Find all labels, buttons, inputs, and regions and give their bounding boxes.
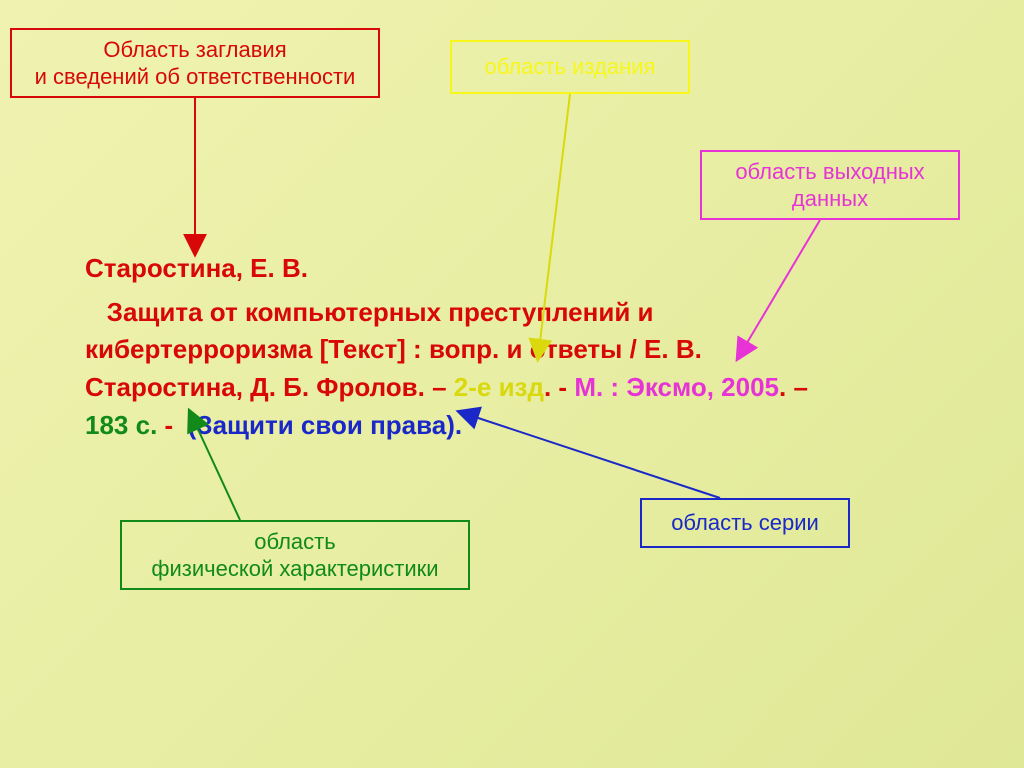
citation-author-heading: Старостина, Е. В. — [85, 250, 825, 288]
box-title-l2: и сведений об ответственности — [35, 64, 356, 89]
box-imprint-l2: данных — [792, 186, 868, 211]
box-imprint-area: область выходных данных — [700, 150, 960, 220]
box-series-area: область серии — [640, 498, 850, 548]
box-imprint-l1: область выходных — [735, 159, 924, 184]
citation-body: Защита от компьютерных преступлений и ки… — [85, 294, 825, 445]
box-edition-text: область издания — [485, 53, 656, 81]
bibliographic-citation: Старостина, Е. В. Защита от компьютерных… — [85, 250, 825, 444]
box-title-l1: Область заглавия — [103, 37, 286, 62]
box-title-responsibility: Область заглавия и сведений об ответстве… — [10, 28, 380, 98]
box-physical-l2: физической характеристики — [151, 556, 438, 581]
box-physical-l1: область — [254, 529, 335, 554]
box-edition-area: область издания — [450, 40, 690, 94]
box-physical-area: область физической характеристики — [120, 520, 470, 590]
box-series-text: область серии — [671, 509, 819, 537]
